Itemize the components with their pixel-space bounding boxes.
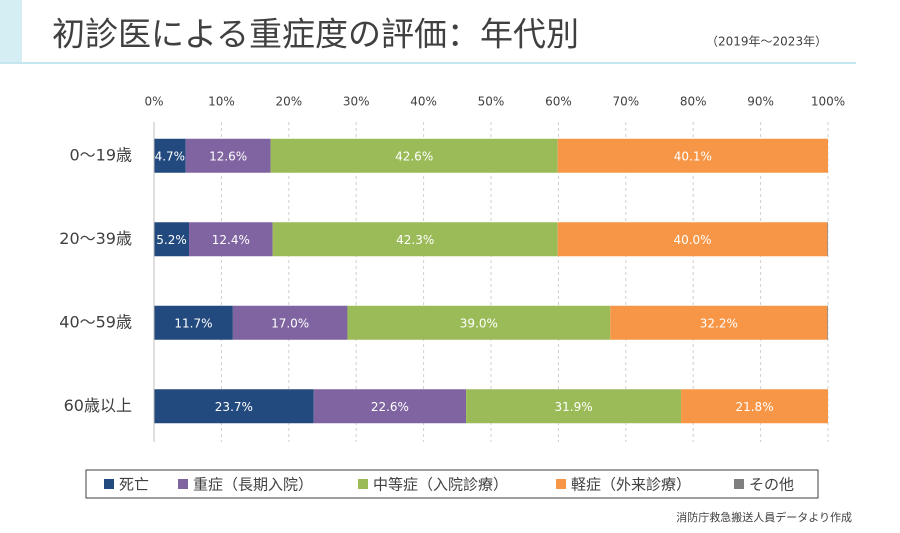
bar-segment bbox=[827, 305, 828, 340]
value-label: 17.0% bbox=[271, 316, 309, 330]
legend-label: 軽症（外来診療） bbox=[571, 476, 691, 494]
bar-segment bbox=[272, 222, 558, 257]
value-label: 5.2% bbox=[156, 233, 187, 247]
value-label: 39.0% bbox=[460, 316, 498, 330]
bar-segment bbox=[185, 138, 271, 173]
source-note: 消防庁救急搬送人員データより作成 bbox=[676, 510, 852, 524]
bar-segment bbox=[270, 138, 558, 173]
value-label: 40.1% bbox=[674, 149, 712, 163]
x-tick-label: 50% bbox=[478, 95, 505, 109]
legend-swatch bbox=[358, 479, 368, 489]
legend-label: その他 bbox=[749, 476, 794, 494]
chart-title: 初診医による重症度の評価：年代別 bbox=[52, 15, 579, 54]
value-label: 11.7% bbox=[174, 316, 212, 330]
bar-segment bbox=[232, 305, 348, 340]
x-tick-label: 100% bbox=[811, 95, 845, 109]
value-label: 42.3% bbox=[396, 233, 434, 247]
bar-segment bbox=[154, 222, 190, 257]
x-tick-label: 70% bbox=[612, 95, 639, 109]
value-label: 22.6% bbox=[371, 400, 409, 414]
bar-segment bbox=[610, 305, 828, 340]
legend-swatch bbox=[556, 479, 566, 489]
bar-segment bbox=[557, 138, 828, 173]
x-tick-label: 30% bbox=[343, 95, 370, 109]
value-label: 31.9% bbox=[555, 400, 593, 414]
value-label: 21.8% bbox=[735, 400, 773, 414]
bar-segment bbox=[681, 389, 828, 424]
y-tick-label: 60歳以上 bbox=[64, 396, 132, 415]
title-accent bbox=[0, 0, 22, 62]
legend-swatch bbox=[734, 479, 744, 489]
y-tick-label: 20～39歳 bbox=[59, 229, 132, 248]
value-label: 23.7% bbox=[215, 400, 253, 414]
x-tick-label: 20% bbox=[275, 95, 302, 109]
legend-box bbox=[85, 469, 819, 499]
value-label: 42.6% bbox=[395, 149, 433, 163]
x-tick-label: 90% bbox=[747, 95, 774, 109]
bar-segment bbox=[827, 222, 828, 257]
y-tick-label: 40～59歳 bbox=[59, 312, 132, 331]
bar-segment bbox=[154, 389, 314, 424]
x-tick-label: 80% bbox=[680, 95, 707, 109]
legend-swatch bbox=[178, 479, 188, 489]
bar-segment bbox=[189, 222, 273, 257]
x-tick-label: 10% bbox=[208, 95, 235, 109]
x-tick-label: 60% bbox=[545, 95, 572, 109]
bar-segment bbox=[313, 389, 467, 424]
x-tick-label: 0% bbox=[144, 95, 163, 109]
value-label: 12.6% bbox=[209, 149, 247, 163]
x-tick-label: 40% bbox=[410, 95, 437, 109]
y-tick-label: 0～19歳 bbox=[69, 145, 132, 164]
bar-segment bbox=[154, 138, 186, 173]
legend-label: 死亡 bbox=[119, 476, 149, 494]
chart-subtitle: （2019年～2023年） bbox=[706, 35, 827, 49]
bar-segment bbox=[347, 305, 611, 340]
value-label: 32.2% bbox=[700, 316, 738, 330]
value-label: 12.4% bbox=[212, 233, 250, 247]
bar-segment bbox=[557, 222, 828, 257]
legend-label: 中等症（入院診療） bbox=[373, 476, 508, 494]
legend-label: 重症（長期入院） bbox=[193, 476, 313, 494]
value-label: 4.7% bbox=[155, 149, 186, 163]
bar-segment bbox=[154, 305, 233, 340]
legend-swatch bbox=[104, 479, 114, 489]
value-label: 40.0% bbox=[673, 233, 711, 247]
bar-segment bbox=[466, 389, 682, 424]
